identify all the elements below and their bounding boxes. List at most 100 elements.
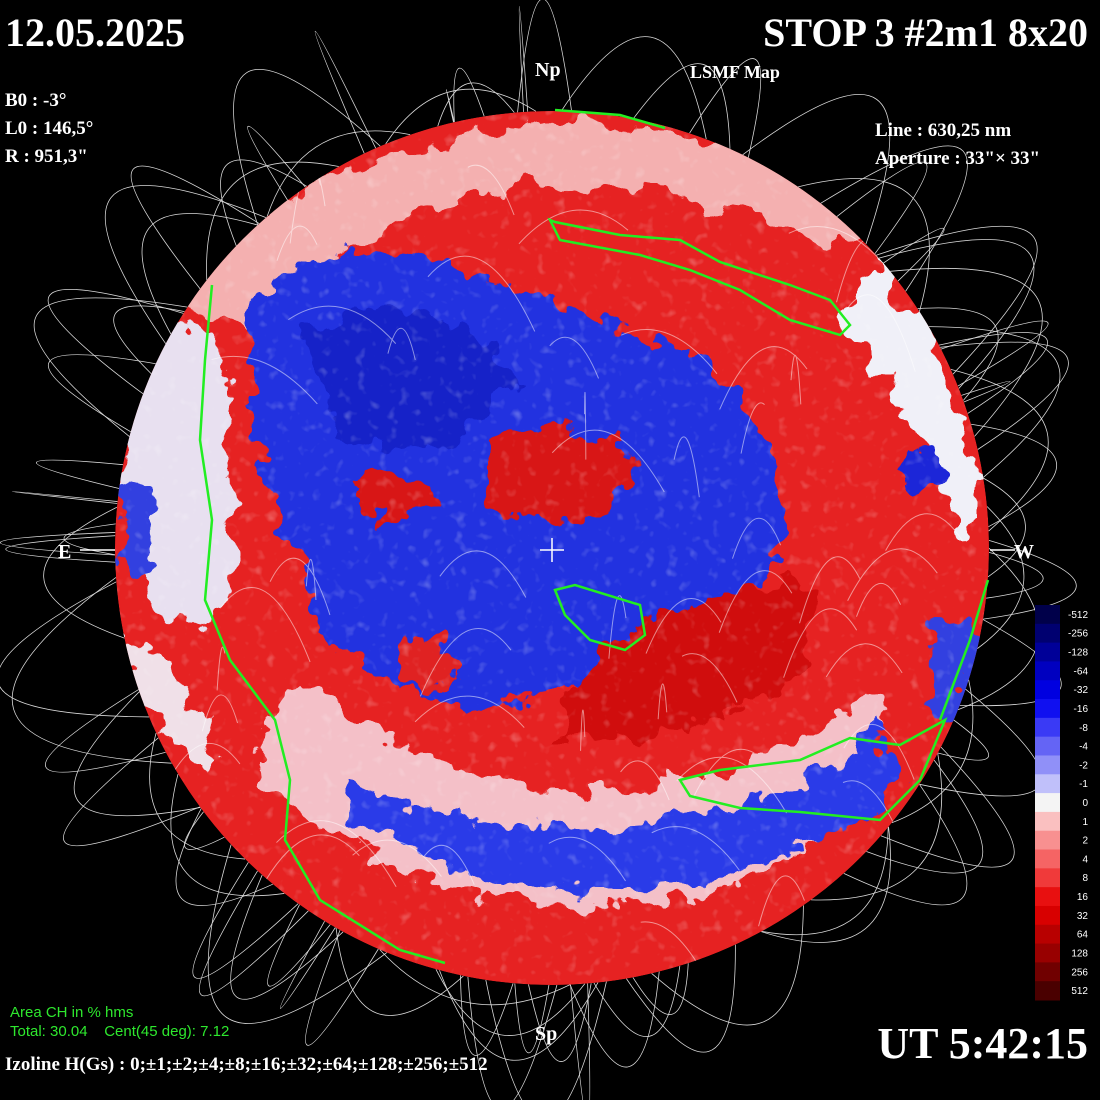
field-line [971, 423, 1057, 528]
sun-disk [115, 111, 989, 985]
field-line [959, 619, 1062, 707]
field-line [693, 748, 755, 797]
field-line [47, 289, 184, 395]
field-line [11, 577, 172, 764]
colorbar-label: 128 [1071, 948, 1088, 959]
field-line [44, 689, 166, 773]
colorbar-swatch [1035, 943, 1060, 963]
field-line [842, 780, 899, 832]
area-values: Total: 30.04 Cent(45 deg): 7.12 [10, 1023, 229, 1040]
field-line [732, 517, 782, 559]
field-line [689, 58, 762, 158]
field-line [742, 94, 891, 245]
east-label: E [58, 541, 71, 563]
field-line [48, 354, 156, 433]
field-line [548, 836, 626, 882]
field-line [427, 255, 536, 332]
field-line [141, 213, 258, 335]
field-line [352, 839, 442, 877]
field-line [651, 826, 740, 871]
west-label: W [1014, 541, 1034, 563]
line: Line : 630,25 nm [875, 120, 1011, 141]
field-line [63, 523, 116, 556]
field-line [288, 305, 397, 344]
field-line [632, 963, 689, 1015]
colorbar-swatch [1035, 849, 1060, 869]
field-line [276, 820, 397, 887]
field-line [843, 784, 968, 906]
colorbar-swatch [1035, 661, 1060, 681]
colorbar-swatch [1035, 605, 1060, 625]
field-line [788, 226, 889, 270]
field-line [866, 759, 984, 874]
field-line [485, 979, 607, 1100]
field-line [379, 949, 571, 1006]
colorbar-swatch [1035, 981, 1060, 1001]
title: STOP 3 #2m1 8x20 [763, 10, 1088, 55]
field-line [928, 326, 1061, 478]
field-line [387, 327, 416, 360]
field-line [170, 773, 285, 897]
colorbar-swatch [1035, 811, 1060, 832]
field-line [620, 760, 670, 801]
south-label: Sp [535, 1023, 557, 1045]
field-line [33, 297, 188, 437]
radius: R : 951,3" [5, 146, 88, 167]
field-line [423, 844, 475, 885]
colorbar-swatch [1035, 623, 1060, 644]
field-line [719, 346, 808, 410]
field-line [856, 583, 902, 617]
field-line [890, 268, 1043, 437]
field-line [569, 971, 660, 1068]
field-line [891, 679, 974, 824]
colorbar-label: -16 [1074, 704, 1089, 715]
field-line [233, 69, 381, 226]
field-line [305, 559, 317, 601]
field-line [681, 653, 738, 703]
field-line [983, 477, 1026, 578]
field-line [758, 875, 805, 927]
field-line [269, 557, 331, 616]
field-line [113, 305, 185, 375]
field-line [130, 165, 260, 290]
field-line [880, 746, 1015, 868]
izoline: Izoline H(Gs) : 0;±1;±2;±4;±8;±16;±32;±6… [5, 1054, 488, 1075]
field-line [551, 429, 665, 493]
field-line [0, 532, 116, 556]
colorbar-label: 1 [1082, 817, 1088, 828]
colorbar-label: -2 [1079, 760, 1088, 771]
field-line [104, 185, 267, 344]
time: UT 5:42:15 [877, 1019, 1088, 1068]
field-line [560, 36, 707, 140]
colorbar-label: -256 [1068, 629, 1088, 640]
field-line [825, 643, 903, 678]
colorbar: -512 -256 -128 -64 -32 -16 -8 -4 -2 -1 0 1 2 4 8 16 32 64… [1035, 605, 1088, 1001]
field-line [976, 506, 1025, 650]
field-line [199, 870, 309, 997]
colorbar-label: -8 [1079, 723, 1088, 734]
colorbar-swatch [1035, 717, 1060, 738]
field-line [950, 368, 1049, 532]
field-line [439, 550, 527, 598]
field-line [937, 719, 989, 761]
field-line [267, 904, 331, 987]
field-line [514, 983, 550, 1054]
field-line [847, 548, 938, 601]
field-line [783, 608, 858, 678]
field-line [718, 570, 793, 633]
field-line [811, 753, 943, 901]
field-line [593, 965, 681, 1038]
field-line [517, 0, 573, 113]
colorbar-label: 64 [1077, 930, 1089, 941]
area-title: Area CH in % hms [10, 1004, 133, 1021]
field-line [192, 862, 299, 979]
field-line [305, 930, 379, 1046]
field-line [206, 161, 339, 281]
field-line [799, 556, 861, 624]
colorbar-swatch [1035, 699, 1060, 719]
colorbar-label: -32 [1074, 685, 1089, 696]
field-line [549, 336, 600, 379]
field-line [453, 67, 485, 123]
colorbar-label: -1 [1079, 779, 1088, 790]
